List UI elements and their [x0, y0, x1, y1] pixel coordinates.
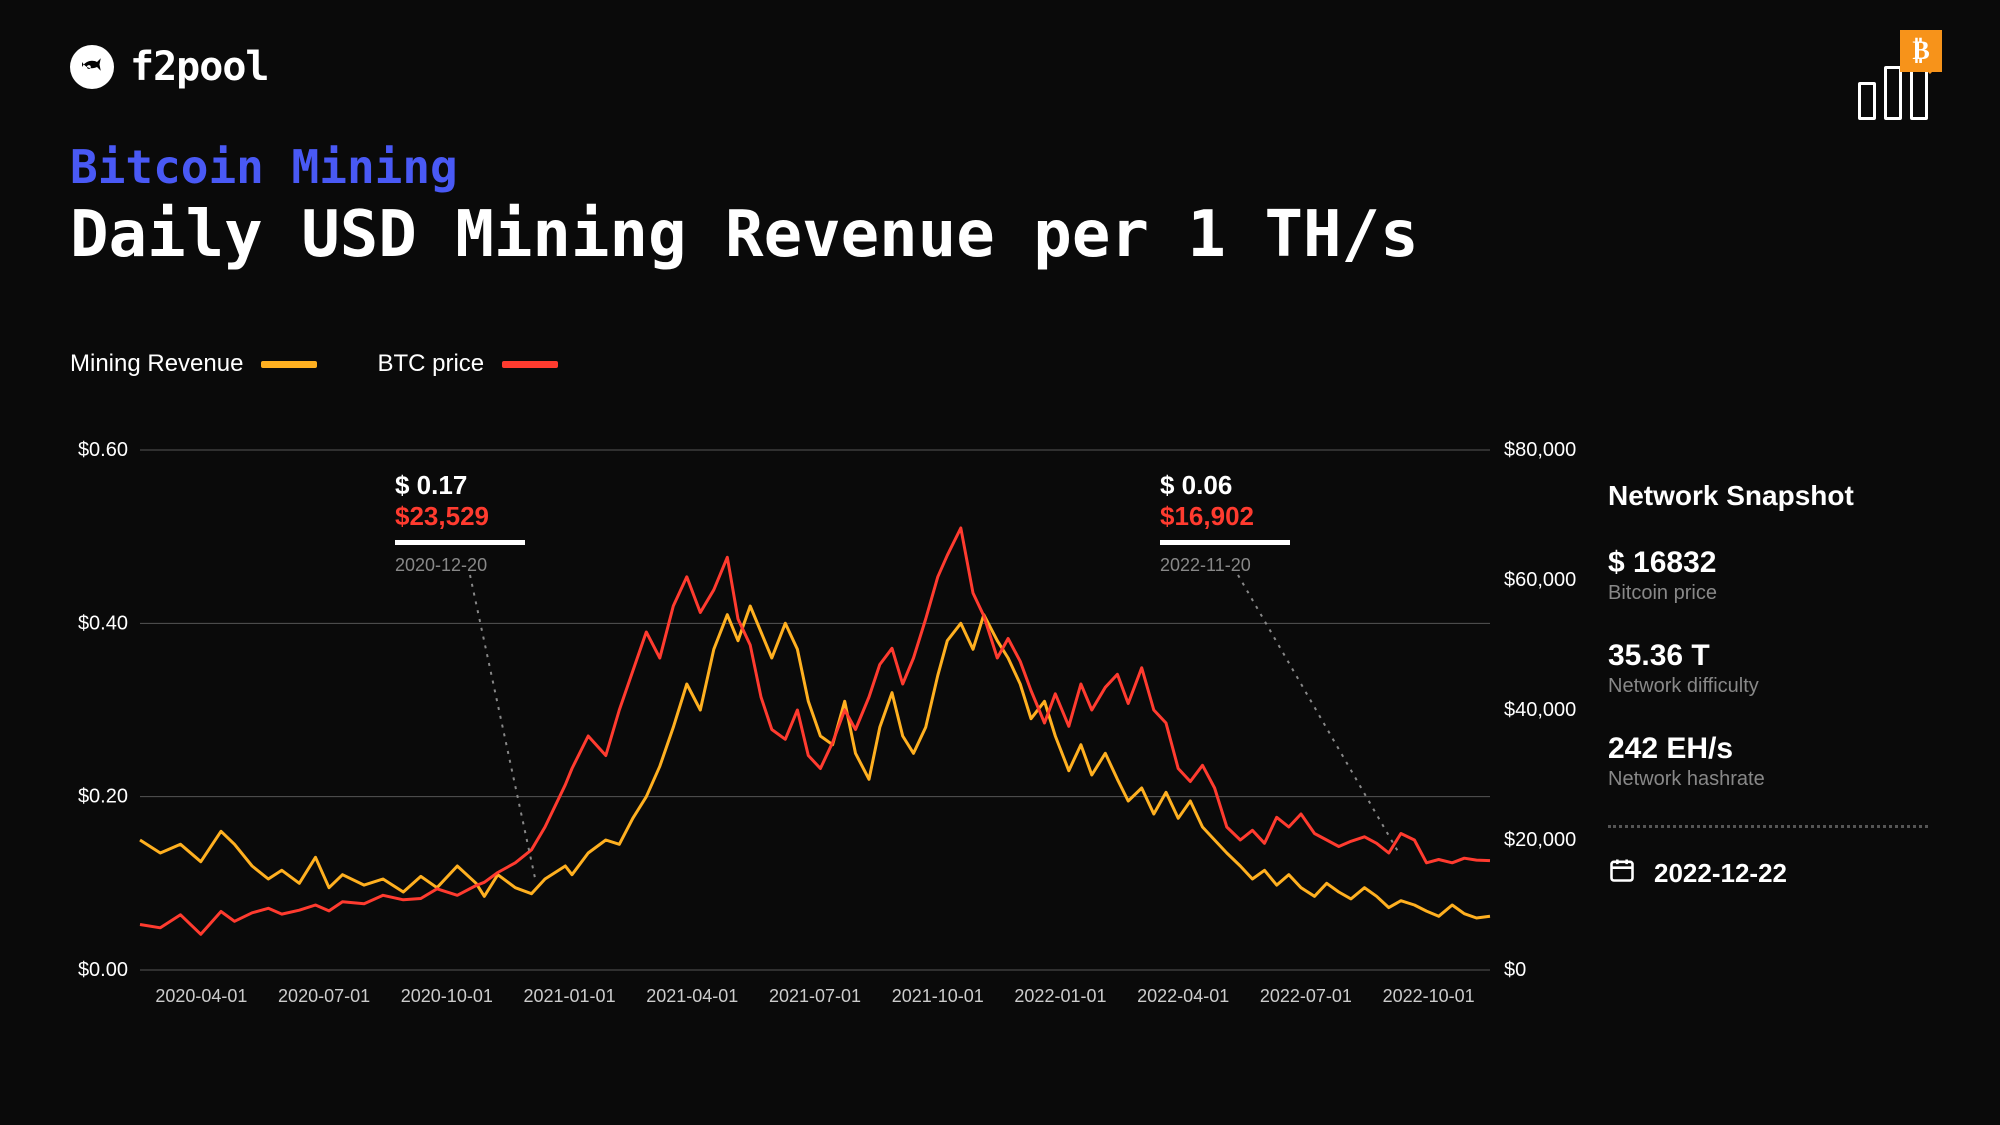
- snapshot-date-row: 2022-12-22: [1608, 856, 1928, 891]
- svg-text:$0.20: $0.20: [78, 786, 128, 808]
- legend-item: BTC price: [377, 350, 558, 378]
- callout-date: 2022-11-20: [1160, 555, 1290, 576]
- svg-text:2020-10-01: 2020-10-01: [401, 986, 493, 1006]
- revenue-chart: $0.00$0.20$0.40$0.60$0$20,000$40,000$60,…: [70, 430, 1530, 1010]
- page-subtitle: Bitcoin Mining: [70, 140, 1419, 194]
- legend-label: BTC price: [377, 350, 484, 378]
- chart-legend: Mining Revenue BTC price: [70, 350, 558, 378]
- svg-text:$0.40: $0.40: [78, 612, 128, 634]
- callout-value-2: $23,529: [395, 501, 525, 532]
- svg-text:$0: $0: [1504, 959, 1526, 981]
- bitcoin-badge-icon: ₿: [1900, 30, 1942, 72]
- svg-text:$0.00: $0.00: [78, 959, 128, 981]
- svg-text:$0.60: $0.60: [78, 439, 128, 461]
- svg-text:2022-07-01: 2022-07-01: [1260, 986, 1352, 1006]
- stat-block: $ 16832 Bitcoin price: [1608, 546, 1928, 605]
- snapshot-title: Network Snapshot: [1608, 480, 1928, 512]
- callout-value-2: $16,902: [1160, 501, 1290, 532]
- svg-text:2020-07-01: 2020-07-01: [278, 986, 370, 1006]
- brand-name: f2pool: [130, 44, 269, 90]
- calendar-icon: [1608, 856, 1636, 891]
- network-snapshot-panel: Network Snapshot $ 16832 Bitcoin price 3…: [1608, 480, 1928, 891]
- legend-label: Mining Revenue: [70, 350, 243, 378]
- legend-swatch: [261, 361, 317, 368]
- callout-rule: [1160, 540, 1290, 545]
- corner-bars-icon: ₿: [1858, 48, 1928, 120]
- svg-text:2021-07-01: 2021-07-01: [769, 986, 861, 1006]
- svg-text:$60,000: $60,000: [1504, 569, 1576, 591]
- divider: [1608, 825, 1928, 828]
- svg-text:2022-10-01: 2022-10-01: [1383, 986, 1475, 1006]
- svg-text:$40,000: $40,000: [1504, 699, 1576, 721]
- stat-label: Network difficulty: [1608, 675, 1928, 698]
- brand-logo: f2pool: [70, 44, 269, 90]
- chart-callout: $ 0.17$23,529 2020-12-20: [395, 470, 525, 576]
- callout-value-1: $ 0.17: [395, 470, 525, 501]
- svg-text:2021-01-01: 2021-01-01: [524, 986, 616, 1006]
- legend-item: Mining Revenue: [70, 350, 317, 378]
- stat-label: Network hashrate: [1608, 768, 1928, 791]
- callout-rule: [395, 540, 525, 545]
- legend-swatch: [502, 361, 558, 368]
- callout-value-1: $ 0.06: [1160, 470, 1290, 501]
- stat-block: 35.36 T Network difficulty: [1608, 639, 1928, 698]
- svg-text:$20,000: $20,000: [1504, 829, 1576, 851]
- svg-text:2022-01-01: 2022-01-01: [1014, 986, 1106, 1006]
- svg-text:2021-10-01: 2021-10-01: [892, 986, 984, 1006]
- page-title: Daily USD Mining Revenue per 1 TH/s: [70, 198, 1419, 272]
- callout-date: 2020-12-20: [395, 555, 525, 576]
- svg-text:2021-04-01: 2021-04-01: [646, 986, 738, 1006]
- chart-callout: $ 0.06$16,902 2022-11-20: [1160, 470, 1290, 576]
- svg-text:2020-04-01: 2020-04-01: [155, 986, 247, 1006]
- title-block: Bitcoin Mining Daily USD Mining Revenue …: [70, 140, 1419, 272]
- stat-value: $ 16832: [1608, 546, 1928, 580]
- stat-label: Bitcoin price: [1608, 582, 1928, 605]
- stat-block: 242 EH/s Network hashrate: [1608, 732, 1928, 791]
- fish-icon: [70, 45, 114, 89]
- stat-value: 35.36 T: [1608, 639, 1928, 673]
- svg-text:$80,000: $80,000: [1504, 439, 1576, 461]
- svg-text:2022-04-01: 2022-04-01: [1137, 986, 1229, 1006]
- stat-value: 242 EH/s: [1608, 732, 1928, 766]
- snapshot-date: 2022-12-22: [1654, 858, 1787, 889]
